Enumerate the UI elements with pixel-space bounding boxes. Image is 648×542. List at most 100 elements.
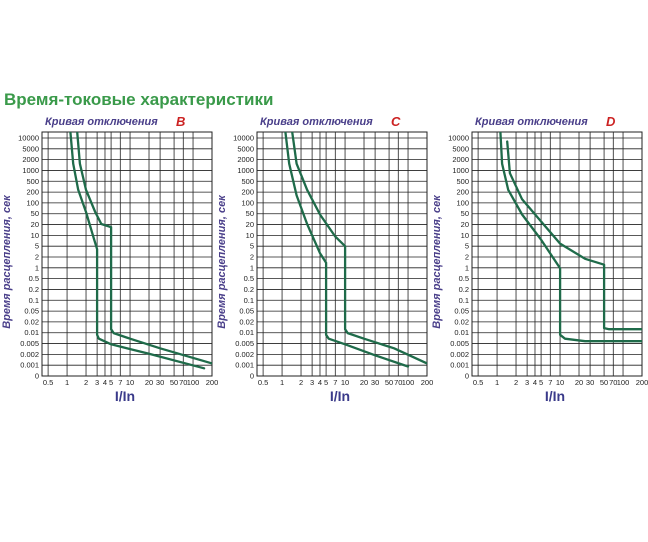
x-tick-label: 100 <box>617 378 630 387</box>
y-tick-label: 0.1 <box>459 296 469 305</box>
x-tick-label: 200 <box>636 378 648 387</box>
y-tick-label: 1000 <box>22 166 39 175</box>
x-tick-label: 50 <box>385 378 393 387</box>
y-tick-label: 50 <box>461 209 469 218</box>
y-tick-label: 1 <box>250 263 254 272</box>
y-tick-label: 0.002 <box>20 350 39 359</box>
x-tick-label: 0.5 <box>258 378 268 387</box>
y-tick-label: 0.05 <box>454 307 469 316</box>
y-tick-label: 0.001 <box>450 361 469 370</box>
x-tick-label: 30 <box>586 378 594 387</box>
x-tick-label: 20 <box>145 378 153 387</box>
x-tick-label: 4 <box>318 378 322 387</box>
y-tick-label: 1 <box>35 263 39 272</box>
y-tick-label: 200 <box>241 188 254 197</box>
y-tick-label: 0.2 <box>459 285 469 294</box>
y-tick-label: 2000 <box>237 155 254 164</box>
x-tick-label: 7 <box>333 378 337 387</box>
y-tick-label: 0.1 <box>244 296 254 305</box>
x-tick-label: 1 <box>280 378 284 387</box>
x-tick-label: 100 <box>187 378 200 387</box>
plot-frame <box>41 131 213 377</box>
y-tick-label: 0.2 <box>244 285 254 294</box>
curve-letter: D <box>606 114 616 129</box>
y-tick-label: 50 <box>31 209 39 218</box>
x-tick-label: 50 <box>170 378 178 387</box>
y-tick-label: 0.05 <box>24 307 39 316</box>
y-tick-label: 1000 <box>237 166 254 175</box>
trip-curve-upper <box>291 132 427 365</box>
y-tick-label: 1000 <box>452 166 469 175</box>
x-tick-label: 7 <box>548 378 552 387</box>
y-tick-label: 0 <box>35 372 39 381</box>
y-tick-label: 0.01 <box>454 328 469 337</box>
trip-curve-lower <box>284 132 410 368</box>
trip-curve-lower <box>69 132 206 370</box>
x-tick-label: 4 <box>103 378 107 387</box>
y-tick-label: 200 <box>26 188 39 197</box>
x-tick-label: 10 <box>341 378 349 387</box>
y-axis-label: Время расцепления, сек <box>216 194 228 329</box>
x-tick-label: 1 <box>65 378 69 387</box>
x-tick-label: 10 <box>126 378 134 387</box>
y-tick-label: 50 <box>246 209 254 218</box>
y-tick-label: 0.005 <box>20 339 39 348</box>
x-tick-label: 3 <box>525 378 529 387</box>
y-tick-label: 10000 <box>448 134 469 143</box>
y-tick-label: 0.02 <box>454 317 469 326</box>
y-tick-label: 100 <box>241 198 254 207</box>
y-tick-label: 20 <box>31 220 39 229</box>
y-tick-label: 20 <box>246 220 254 229</box>
y-tick-label: 0 <box>465 372 469 381</box>
y-tick-label: 0.001 <box>20 361 39 370</box>
x-tick-label: 5 <box>539 378 543 387</box>
y-tick-label: 0.5 <box>459 274 469 283</box>
x-tick-label: 200 <box>206 378 219 387</box>
plot-frame <box>471 131 643 377</box>
x-tick-label: 0.5 <box>473 378 483 387</box>
y-tick-label: 5000 <box>237 144 254 153</box>
x-axis-label: I/In <box>330 388 350 404</box>
x-tick-label: 2 <box>514 378 518 387</box>
x-tick-label: 7 <box>118 378 122 387</box>
trip-curve-lower <box>499 132 642 343</box>
x-tick-label: 3 <box>310 378 314 387</box>
x-axis-label: I/In <box>545 388 565 404</box>
y-tick-label: 0.001 <box>235 361 254 370</box>
y-tick-label: 0.02 <box>239 317 254 326</box>
y-tick-label: 0.02 <box>24 317 39 326</box>
y-tick-label: 500 <box>26 177 39 186</box>
y-tick-label: 0.1 <box>29 296 39 305</box>
x-tick-label: 5 <box>324 378 328 387</box>
x-tick-label: 0.5 <box>43 378 53 387</box>
y-tick-label: 500 <box>241 177 254 186</box>
curve-letter: B <box>176 114 185 129</box>
x-tick-label: 70 <box>609 378 617 387</box>
y-tick-label: 20 <box>461 220 469 229</box>
y-tick-label: 0 <box>250 372 254 381</box>
y-tick-label: 0.01 <box>239 328 254 337</box>
y-tick-label: 5 <box>35 242 39 251</box>
x-tick-label: 50 <box>600 378 608 387</box>
x-tick-label: 10 <box>556 378 564 387</box>
y-tick-label: 2000 <box>22 155 39 164</box>
y-tick-label: 10000 <box>233 134 254 143</box>
y-tick-label: 10 <box>461 231 469 240</box>
y-tick-label: 0.002 <box>450 350 469 359</box>
x-tick-label: 2 <box>299 378 303 387</box>
y-tick-label: 0.005 <box>235 339 254 348</box>
y-tick-label: 5000 <box>452 144 469 153</box>
x-tick-label: 3 <box>95 378 99 387</box>
page-title: Время-токовые характеристики <box>4 90 274 109</box>
chart-title: Кривая отключения <box>45 116 158 128</box>
y-axis-label: Время расцепления, сек <box>1 194 13 329</box>
x-tick-label: 20 <box>575 378 583 387</box>
x-tick-label: 30 <box>156 378 164 387</box>
x-tick-label: 1 <box>495 378 499 387</box>
x-tick-label: 70 <box>179 378 187 387</box>
x-tick-label: 2 <box>84 378 88 387</box>
trip-curve-upper <box>506 140 642 331</box>
y-tick-label: 5 <box>250 242 254 251</box>
y-tick-label: 5000 <box>22 144 39 153</box>
chart-b: Кривая отключения B1000050002000100050020… <box>1 114 219 404</box>
